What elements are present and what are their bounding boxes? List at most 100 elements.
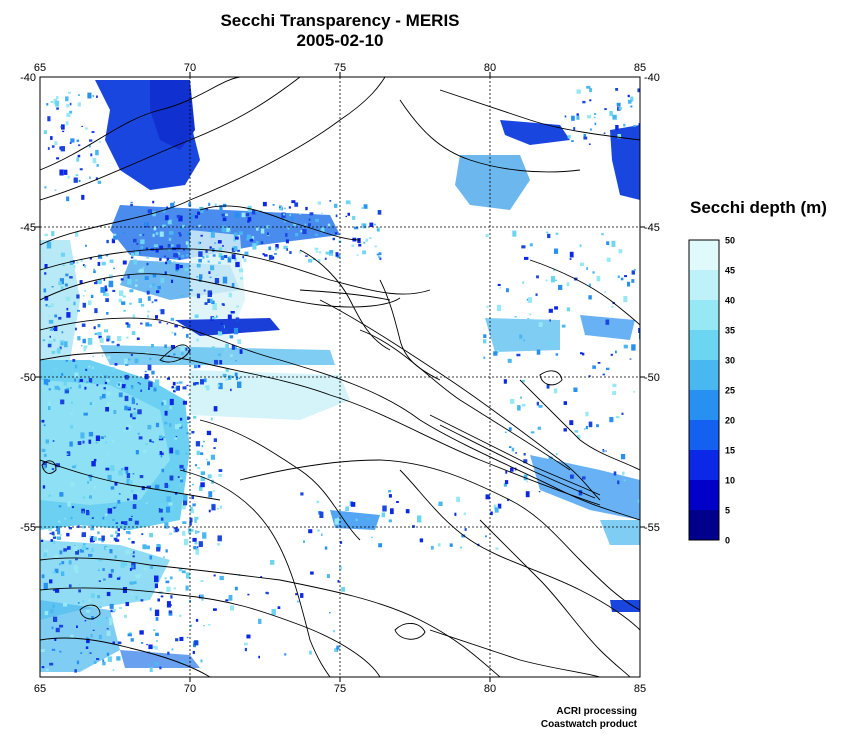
data-pixel xyxy=(41,448,46,452)
data-pixel xyxy=(54,385,59,390)
data-pixel xyxy=(109,259,114,263)
data-pixel xyxy=(179,265,183,269)
data-pixel xyxy=(258,655,260,659)
data-pixel xyxy=(86,511,90,516)
data-pixel xyxy=(155,248,159,253)
data-pixel xyxy=(121,521,124,525)
data-pixel xyxy=(110,609,115,613)
data-pixel xyxy=(83,496,86,499)
data-pixel xyxy=(59,169,64,176)
data-pixel xyxy=(87,338,93,345)
data-pixel xyxy=(561,324,566,328)
data-pixel xyxy=(82,264,85,267)
data-pixel xyxy=(198,224,201,227)
data-pixel xyxy=(161,468,165,473)
data-pixel xyxy=(103,578,106,581)
data-pixel xyxy=(633,269,636,272)
data-pixel xyxy=(207,461,210,466)
data-pixel xyxy=(75,327,77,331)
data-pixel xyxy=(352,215,356,220)
lat-label-right-40: -40 xyxy=(644,72,660,84)
data-pixel xyxy=(334,232,338,235)
data-pixel xyxy=(485,234,489,238)
data-pixel xyxy=(44,233,48,237)
data-pixel xyxy=(65,96,69,102)
data-pixel xyxy=(118,298,122,303)
credit-processing: ACRI processing xyxy=(556,706,637,717)
data-pixel xyxy=(333,629,335,633)
data-pixel xyxy=(629,358,632,360)
data-pixel xyxy=(170,317,174,321)
data-pixel xyxy=(42,485,46,489)
data-pixel xyxy=(139,383,141,385)
data-pixel xyxy=(208,271,211,274)
data-speckles xyxy=(40,85,640,673)
data-pixel xyxy=(388,519,392,523)
data-pixel xyxy=(363,241,366,244)
contour-8 xyxy=(319,299,601,501)
data-pixel xyxy=(100,287,105,293)
data-pixel xyxy=(159,231,164,237)
data-pixel xyxy=(522,281,525,284)
data-pixel xyxy=(174,465,178,468)
data-pixel xyxy=(183,499,188,506)
data-pixel xyxy=(221,225,226,233)
data-pixel xyxy=(272,256,275,260)
data-pixel xyxy=(189,517,193,523)
data-pixel xyxy=(279,205,283,211)
data-pixel xyxy=(55,100,60,107)
data-pixel xyxy=(183,494,188,501)
data-pixel xyxy=(185,452,188,455)
data-pixel xyxy=(170,507,174,511)
data-pixel xyxy=(92,157,97,164)
data-pixel xyxy=(204,378,207,383)
data-pixel xyxy=(154,583,158,589)
data-pixel xyxy=(371,536,373,538)
data-pixel xyxy=(56,107,59,110)
data-pixel xyxy=(217,331,223,336)
data-pixel xyxy=(58,520,61,523)
data-pixel xyxy=(527,318,530,321)
data-pixel xyxy=(618,107,622,110)
data-pixel xyxy=(140,322,143,325)
contour-11 xyxy=(179,469,331,677)
data-pixel xyxy=(158,508,163,513)
data-pixel xyxy=(177,252,180,256)
data-pixel xyxy=(590,128,592,131)
data-pixel xyxy=(93,458,97,462)
data-pixel xyxy=(218,382,223,390)
data-pixel xyxy=(211,317,216,320)
data-pixel xyxy=(117,528,120,532)
data-pixel xyxy=(152,273,157,278)
data-pixel xyxy=(206,430,212,436)
data-pixel xyxy=(160,309,165,315)
data-pixel xyxy=(77,154,81,158)
data-pixel xyxy=(291,200,296,204)
data-pixel xyxy=(390,508,394,515)
data-pixel xyxy=(235,360,237,362)
data-pixel xyxy=(72,465,76,469)
data-pixel xyxy=(604,291,606,293)
colorbar-tick-label-45: 45 xyxy=(725,266,735,276)
data-pixel xyxy=(98,279,102,285)
data-pixel xyxy=(234,345,237,350)
data-pixel xyxy=(493,351,498,356)
data-pixel xyxy=(70,401,73,405)
data-pixel xyxy=(594,113,597,115)
data-pixel xyxy=(141,533,144,536)
data-pixel xyxy=(585,426,588,430)
data-pixel xyxy=(199,242,202,244)
contour-19 xyxy=(379,279,441,381)
data-pixel xyxy=(521,245,526,249)
data-pixel xyxy=(102,661,106,666)
data-pixel xyxy=(74,378,76,382)
data-pixel xyxy=(339,565,342,571)
data-pixel xyxy=(138,357,141,361)
satellite-data-layer xyxy=(40,80,640,673)
data-pixel xyxy=(134,520,139,525)
data-pixel xyxy=(247,220,250,223)
data-pixel xyxy=(152,283,156,287)
data-pixel xyxy=(228,375,232,380)
data-pixel xyxy=(374,223,376,226)
data-pixel xyxy=(554,248,559,254)
